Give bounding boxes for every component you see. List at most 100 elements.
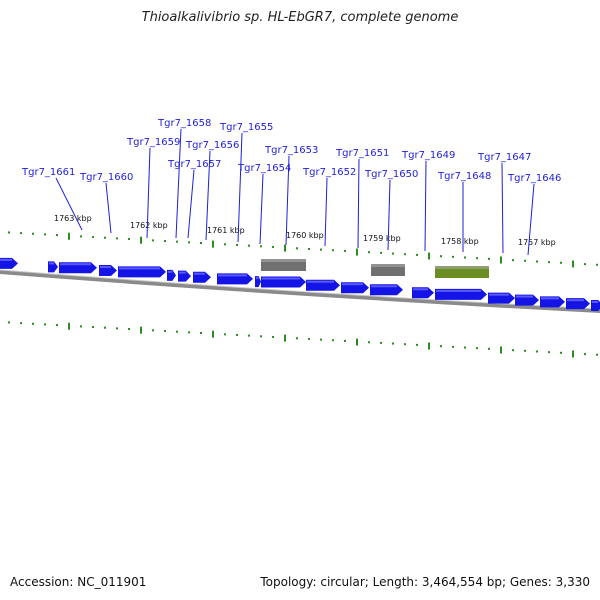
top-tick <box>464 256 466 259</box>
gene-label-leader <box>501 162 504 254</box>
top-tick <box>380 251 382 254</box>
gene-label[interactable]: Tgr7_1649 <box>401 150 455 161</box>
top-tick <box>92 236 94 239</box>
bottom-tick <box>44 323 46 326</box>
kbp-label: 1758 kbp <box>441 237 479 246</box>
gene-label[interactable]: Tgr7_1657 <box>167 159 221 170</box>
top-tick <box>392 252 394 255</box>
top-tick <box>164 240 166 243</box>
bottom-tick <box>416 343 418 346</box>
gene-label-leader <box>237 132 243 243</box>
feature-track[interactable] <box>0 257 600 311</box>
bottom-tick <box>284 334 286 342</box>
bottom-tick <box>500 346 502 354</box>
top-tick <box>128 238 130 241</box>
cds-arrow-shine <box>307 280 334 283</box>
bottom-tick <box>260 335 262 338</box>
bottom-tick <box>200 332 202 334</box>
top-tick <box>140 236 142 244</box>
top-tick <box>536 260 538 263</box>
cds-arrow-shine <box>541 297 559 300</box>
top-tick <box>416 253 418 256</box>
bottom-tick <box>404 343 406 346</box>
bottom-tick <box>272 335 274 338</box>
gene-label[interactable]: Tgr7_1661 <box>21 167 75 178</box>
top-tick <box>476 257 478 260</box>
top-tick <box>488 257 490 260</box>
accession-text: Accession: NC_011901 <box>10 575 147 589</box>
top-tick <box>320 248 322 251</box>
bottom-tick <box>392 342 394 345</box>
gene-label-leader <box>324 177 328 247</box>
top-tick <box>440 255 442 258</box>
gene-label[interactable]: Tgr7_1651 <box>335 148 389 159</box>
top-tick <box>572 260 574 268</box>
gene-label-leader <box>105 182 112 234</box>
bottom-tick <box>176 330 178 333</box>
gene-label[interactable]: Tgr7_1647 <box>477 152 531 163</box>
cds-arrow-shine <box>592 300 599 303</box>
top-tick <box>116 237 118 240</box>
cds-arrow-shine <box>371 285 397 288</box>
gene-label-leader <box>259 173 264 245</box>
bottom-tick <box>56 324 58 327</box>
gene-label[interactable]: Tgr7_1650 <box>364 169 418 180</box>
gene-label[interactable]: Tgr7_1655 <box>219 122 273 133</box>
gene-label[interactable]: Tgr7_1653 <box>264 145 318 156</box>
bottom-tick <box>512 349 514 352</box>
top-tick <box>596 263 598 266</box>
top-tick <box>104 236 106 239</box>
top-tick <box>404 253 406 256</box>
gene-label-leader <box>175 128 182 239</box>
top-tick <box>200 242 202 244</box>
gene-label[interactable]: Tgr7_1652 <box>302 167 356 178</box>
cds-arrow-shine <box>168 270 173 273</box>
cds-arrow-shine <box>119 267 160 270</box>
kbp-tick-row-top <box>8 231 598 268</box>
bottom-tick <box>344 339 346 342</box>
top-tick <box>224 243 226 246</box>
genome-backbone <box>0 269 600 313</box>
top-tick <box>260 245 262 248</box>
cds-arrow-shine <box>436 289 481 292</box>
top-tick <box>212 240 214 248</box>
bottom-tick <box>476 347 478 350</box>
cds-arrow-shine <box>262 277 300 280</box>
cds-arrow-shine <box>342 283 363 286</box>
bottom-tick <box>212 330 214 338</box>
cds-arrow-shine <box>516 295 533 298</box>
gene-label[interactable]: Tgr7_1656 <box>185 140 239 151</box>
top-tick <box>284 244 286 252</box>
bottom-tick <box>596 353 598 356</box>
gene-label[interactable]: Tgr7_1654 <box>237 163 291 174</box>
top-tick <box>560 261 562 264</box>
top-tick <box>248 244 250 247</box>
top-tick <box>152 239 154 242</box>
kbp-tick-row-bottom <box>8 321 598 358</box>
bottom-tick <box>224 333 226 336</box>
bottom-tick <box>68 322 70 330</box>
gene-label[interactable]: Tgr7_1659 <box>126 137 180 148</box>
top-tick <box>356 248 358 256</box>
bottom-tick <box>452 345 454 348</box>
bottom-tick <box>368 341 370 344</box>
bottom-tick <box>584 353 586 356</box>
gene-label[interactable]: Tgr7_1648 <box>437 171 491 182</box>
gene-label[interactable]: Tgr7_1660 <box>79 172 133 183</box>
gene-labels[interactable]: Tgr7_1661 Tgr7_1660 Tgr7_1659 Tgr7_1658 Tgr7… <box>21 118 561 256</box>
feature-box-shine <box>435 266 489 269</box>
gene-label-leader <box>146 147 151 239</box>
gene-label[interactable]: Tgr7_1646 <box>507 173 561 184</box>
top-tick <box>332 249 334 252</box>
bottom-tick <box>80 325 82 328</box>
bottom-tick <box>8 321 10 324</box>
bottom-tick <box>440 345 442 348</box>
top-tick <box>308 247 310 250</box>
bottom-tick <box>296 337 298 340</box>
cds-arrow-shine <box>179 271 186 274</box>
bottom-tick <box>32 322 34 325</box>
cds-arrow-shine <box>218 274 247 277</box>
top-tick <box>368 251 370 254</box>
gene-label[interactable]: Tgr7_1658 <box>157 118 211 129</box>
